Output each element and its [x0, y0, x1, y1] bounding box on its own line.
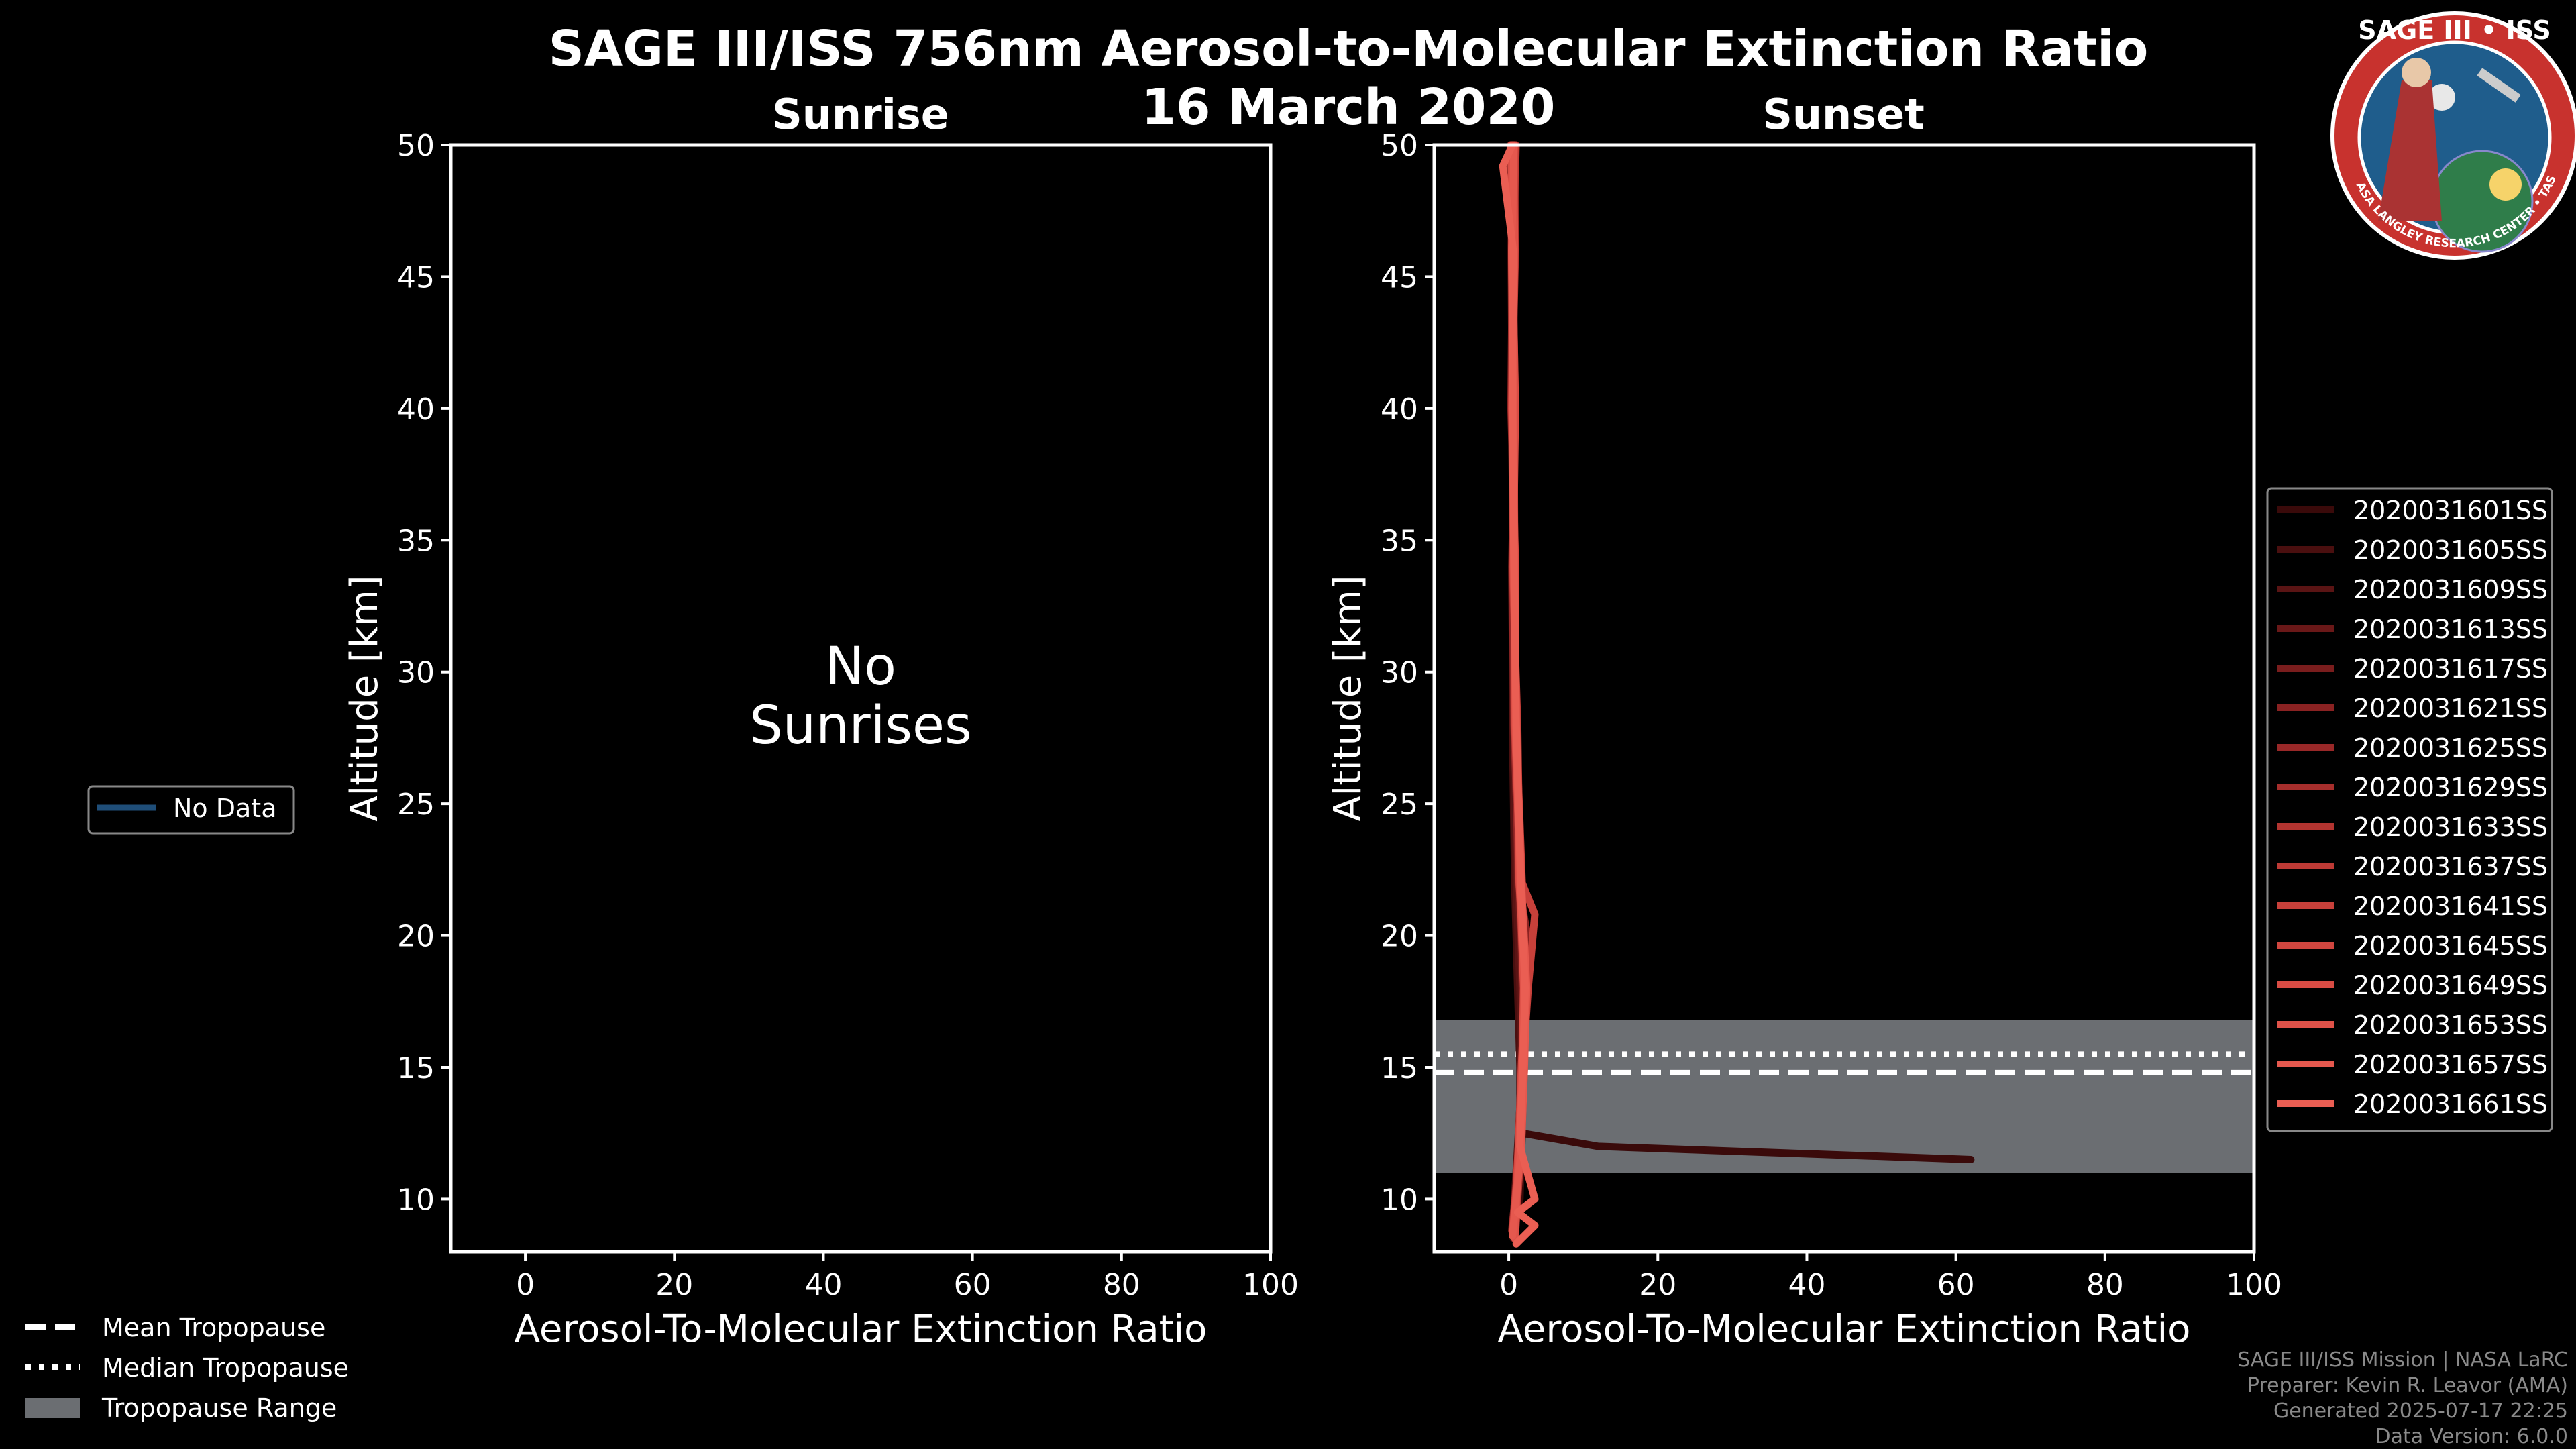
tropopause-range-label: Tropopause Range: [101, 1393, 337, 1423]
chart-title: SAGE III/ISS 756nm Aerosol-to-Molecular …: [549, 20, 2149, 78]
credit-line: Preparer: Kevin R. Leavor (AMA): [2247, 1374, 2568, 1397]
y-tick-label: 35: [397, 524, 435, 558]
y-tick-label: 25: [397, 788, 435, 822]
x-tick-label: 60: [1937, 1268, 1975, 1302]
y-tick-label: 35: [1381, 524, 1418, 558]
no-data-legend-label: No Data: [173, 794, 277, 823]
x-tick-label: 20: [655, 1268, 693, 1302]
x-tick-label: 80: [1103, 1268, 1140, 1302]
sunrise-plot: 0 20 40 60 80 100 10 15 20 25 30 35 40 45 50 Aerosol-To…: [343, 129, 1299, 1351]
sunrise-panel-title: Sunrise: [772, 90, 949, 139]
x-tick-label: 60: [954, 1268, 991, 1302]
legend-entry: 2020031621SS: [2353, 694, 2548, 723]
legend-entry: 2020031601SS: [2353, 496, 2548, 525]
x-tick-label: 80: [2086, 1268, 2124, 1302]
y-tick-label: 40: [1381, 392, 1418, 427]
logo-moon: [2428, 84, 2455, 111]
logo-title: SAGE III • ISS: [2358, 15, 2551, 45]
x-tick-label: 100: [1242, 1268, 1299, 1302]
credit-line: SAGE III/ISS Mission | NASA LaRC: [2237, 1348, 2568, 1372]
y-tick-label: 15: [397, 1051, 435, 1085]
legend-entry: 2020031645SS: [2353, 931, 2548, 961]
y-tick-label: 10: [397, 1183, 435, 1217]
logo-figure-head: [2402, 58, 2431, 87]
x-axis-label: Aerosol-To-Molecular Extinction Ratio: [1498, 1307, 2191, 1351]
legend-entry: 2020031605SS: [2353, 535, 2548, 565]
x-tick-label: 0: [1499, 1268, 1518, 1302]
tropopause-legend: Mean Tropopause Median Tropopause Tropop…: [25, 1313, 349, 1423]
y-tick-label: 10: [1381, 1183, 1418, 1217]
series-line-2020031661SS: [1499, 141, 1539, 1248]
logo-sun: [2489, 168, 2522, 201]
x-axis-label: Aerosol-To-Molecular Extinction Ratio: [515, 1307, 1208, 1351]
legend-entry: 2020031609SS: [2353, 575, 2548, 604]
legend-entry: 2020031625SS: [2353, 733, 2548, 763]
y-tick-label: 25: [1381, 788, 1418, 822]
median-tropopause-label: Median Tropopause: [102, 1353, 349, 1383]
y-axis-label: Altitude [km]: [343, 575, 386, 821]
x-tick-label: 100: [2226, 1268, 2282, 1302]
chart-date: 16 March 2020: [1141, 78, 1555, 136]
credit-line: Generated 2025-07-17 22:25: [2273, 1399, 2568, 1423]
tropopause-range-band: [1434, 1020, 2254, 1173]
mean-tropopause-label: Mean Tropopause: [102, 1313, 325, 1342]
sunset-series-legend: 2020031601SS 2020031605SS 2020031609SS 2020…: [2266, 487, 2553, 1132]
y-tick-label: 45: [1381, 260, 1418, 294]
plot-frame: [1432, 143, 2256, 1254]
legend-entry: 2020031617SS: [2353, 654, 2548, 684]
no-data-legend-frame: [87, 785, 295, 835]
legend-entry: 2020031629SS: [2353, 773, 2548, 802]
y-tick-label: 20: [1381, 920, 1418, 954]
series-legend-frame: [2266, 487, 2553, 1132]
no-data-annotation: No: [825, 637, 896, 697]
logo-figure: [2378, 80, 2442, 221]
x-tick-label: 40: [1788, 1268, 1825, 1302]
no-data-legend: No Data: [87, 785, 295, 835]
logo-station: [2477, 68, 2521, 103]
legend-entry: 2020031649SS: [2353, 971, 2548, 1000]
legend-entry: 2020031661SS: [2353, 1089, 2548, 1119]
sunset-plot: 0 20 40 60 80 100 10 15 20 25 30 35 40 45 50 Aerosol-To…: [1326, 129, 2282, 1351]
legend-entry: 2020031653SS: [2353, 1010, 2548, 1040]
y-tick-label: 50: [1381, 129, 1418, 163]
no-data-annotation: Sunrises: [749, 696, 971, 756]
credits: SAGE III/ISS Mission | NASA LaRC Prepare…: [2237, 1348, 2568, 1448]
legend-entry: 2020031641SS: [2353, 892, 2548, 921]
credit-line: Data Version: 6.0.0: [2375, 1425, 2568, 1448]
x-tick-label: 20: [1639, 1268, 1676, 1302]
legend-entry: 2020031633SS: [2353, 812, 2548, 842]
y-tick-label: 15: [1381, 1051, 1418, 1085]
legend-entry: 2020031657SS: [2353, 1050, 2548, 1079]
y-tick-label: 45: [397, 260, 435, 294]
plot-frame: [449, 143, 1273, 1254]
y-tick-label: 20: [397, 920, 435, 954]
y-tick-label: 30: [397, 656, 435, 690]
x-tick-label: 40: [804, 1268, 842, 1302]
tropopause-range-swatch: [25, 1398, 80, 1418]
y-axis-label: Altitude [km]: [1326, 575, 1370, 821]
y-tick-label: 40: [397, 392, 435, 427]
x-tick-label: 0: [516, 1268, 535, 1302]
legend-entry: 2020031637SS: [2353, 852, 2548, 881]
y-tick-label: 50: [397, 129, 435, 163]
legend-entry: 2020031613SS: [2353, 614, 2548, 644]
y-tick-label: 30: [1381, 656, 1418, 690]
sunset-panel-title: Sunset: [1762, 90, 1925, 139]
